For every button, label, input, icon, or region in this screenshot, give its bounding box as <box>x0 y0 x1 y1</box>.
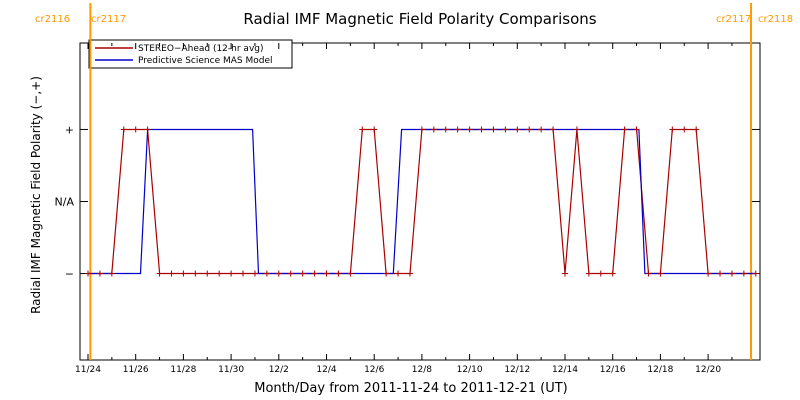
stereo-data-point <box>120 126 127 133</box>
stereo-data-point <box>573 126 580 133</box>
y-tick-label-2: − <box>65 268 74 281</box>
stereo-data-point <box>240 270 247 277</box>
stereo-data-point <box>108 270 115 277</box>
stereo-data-point <box>85 270 91 277</box>
stereo-data-point <box>621 126 628 133</box>
stereo-data-point <box>740 270 747 277</box>
stereo-data-point <box>311 270 318 277</box>
stereo-data-point <box>216 270 223 277</box>
stereo-data-point <box>418 126 425 133</box>
stereo-data-point <box>299 270 306 277</box>
stereo-data-point <box>251 270 258 277</box>
stereo-data-point <box>550 126 557 133</box>
x-tick-label-8: 12/10 <box>457 365 483 375</box>
stereo-data-point <box>562 270 568 277</box>
stereo-data-point <box>192 270 199 277</box>
x-tick-label-12: 12/18 <box>647 365 673 375</box>
right-rotation-label-b: cr2118 <box>758 14 793 25</box>
stereo-data-point <box>645 270 652 277</box>
x-tick-label-3: 11/30 <box>218 365 244 375</box>
stereo-data-point <box>526 126 533 133</box>
y-tick-label-1: N/A <box>55 196 75 209</box>
stereo-data-point <box>597 270 604 277</box>
stereo-data-point <box>752 270 759 277</box>
stereo-data-point <box>514 126 521 133</box>
stereo-data-point <box>323 270 330 277</box>
plot-area <box>79 42 761 361</box>
stereo-data-point <box>693 126 700 133</box>
stereo-data-point <box>96 270 103 277</box>
x-axis-label: Month/Day from 2011-11-24 to 2011-12-21 … <box>254 381 567 396</box>
stereo-data-point <box>204 270 211 277</box>
legend-model-label: Predictive Science MAS Model <box>138 56 273 66</box>
stereo-data-point <box>287 270 294 277</box>
stereo-data-point <box>728 270 735 277</box>
right-rotation-label-a: cr2117 <box>716 14 751 25</box>
stereo-data-point <box>466 126 473 133</box>
x-tick-label-6: 12/6 <box>364 365 384 375</box>
stereo-data-point <box>156 270 163 277</box>
stereo-data-point <box>347 270 354 277</box>
legend-stereo-label: STEREO−Ahead (12-hr avg) <box>138 44 264 54</box>
x-tick-label-13: 12/20 <box>695 365 721 375</box>
x-tick-label-1: 11/26 <box>123 365 149 375</box>
stereo-data-point <box>669 126 676 133</box>
stereo-data-point <box>502 126 509 133</box>
stereo-data-point <box>633 126 640 133</box>
stereo-data-point <box>180 270 187 277</box>
x-tick-label-10: 12/14 <box>552 365 578 375</box>
stereo-data-point <box>717 270 724 277</box>
stereo-data-point <box>275 270 282 277</box>
stereo-data-point <box>395 270 402 277</box>
x-tick-label-2: 11/28 <box>170 365 196 375</box>
stereo-data-point <box>454 126 461 133</box>
legend: STEREO−Ahead (12-hr avg) Predictive Scie… <box>88 39 293 69</box>
stereo-data-point <box>144 126 151 133</box>
stereo-data-point <box>442 126 449 133</box>
stereo-data-point <box>406 270 413 277</box>
stereo-data-point <box>657 270 664 277</box>
chart-title: Radial IMF Magnetic Field Polarity Compa… <box>243 10 596 28</box>
stereo-data-point <box>585 270 592 277</box>
stereo-data-point <box>371 126 378 133</box>
stereo-data-point <box>335 270 342 277</box>
stereo-data-point <box>430 126 437 133</box>
x-tick-label-5: 12/4 <box>316 365 336 375</box>
legend-box <box>88 39 293 69</box>
stereo-data-point <box>228 270 235 277</box>
stereo-data-point <box>359 126 366 133</box>
stereo-data-point <box>681 126 688 133</box>
x-tick-label-7: 12/8 <box>412 365 432 375</box>
y-axis-label: Radial IMF Magnetic Field Polarity (−,+) <box>29 76 43 314</box>
stereo-data-point <box>383 270 390 277</box>
stereo-data-point <box>168 270 175 277</box>
x-tick-label-9: 12/12 <box>504 365 530 375</box>
stereo-data-point <box>705 270 712 277</box>
left-rotation-label-b: cr2117 <box>91 14 126 25</box>
stereo-data-point <box>490 126 497 133</box>
y-tick-label-0: + <box>65 123 74 136</box>
x-tick-label-4: 12/2 <box>269 365 289 375</box>
left-rotation-label-a: cr2116 <box>35 14 70 25</box>
stereo-data-point <box>478 126 485 133</box>
stereo-data-point <box>609 270 616 277</box>
stereo-data-point <box>263 270 270 277</box>
stereo-data-point <box>538 126 545 133</box>
x-tick-label-11: 12/16 <box>600 365 626 375</box>
x-tick-label-0: 11/24 <box>75 365 101 375</box>
stereo-data-point <box>132 126 139 133</box>
